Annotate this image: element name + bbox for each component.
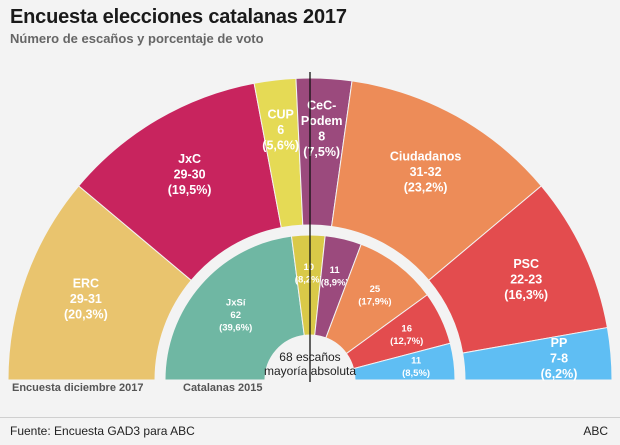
inner-label-pp-seats: 11	[411, 355, 422, 366]
brand-logo-text: ABC	[583, 424, 608, 438]
outer-label-cec-podem-seats: Podem	[301, 114, 343, 128]
outer-label-erc-pct: (20,3%)	[64, 307, 108, 321]
outer-label-pp-pct: (6,2%)	[541, 367, 578, 381]
outer-label-psc-seats: 22-23	[510, 273, 542, 287]
inner-label-jxs-seats: 62	[230, 310, 241, 321]
inner-label-jxs-pct: (39,6%)	[219, 322, 252, 333]
outer-label-psc-party: PSC	[513, 257, 539, 271]
inner-label-cup-seats: 10	[304, 262, 315, 273]
outer-label-cec-podem-party: CeC-	[307, 98, 336, 112]
outer-label-cup-seats: 6	[277, 123, 284, 137]
inner-label-cec-podem-seats: 11	[330, 265, 341, 276]
inner-label-jxs-party: JxSí	[226, 297, 246, 308]
majority-text-label: mayoría absoluta	[264, 364, 356, 378]
outer-label-cec-podem-pct: 8	[318, 129, 325, 143]
inner-label-cec-podem-pct: (8,9%)	[321, 278, 349, 289]
inner-ring-caption: Catalanas 2015	[183, 382, 263, 394]
outer-label-erc-party: ERC	[73, 276, 99, 290]
chart-subtitle: Número de escaños y porcentaje de voto	[10, 31, 264, 46]
outer-label-pp-seats: 7-8	[550, 352, 568, 366]
outer-label-ciudadanos-party: Ciudadanos	[390, 149, 462, 163]
source-text: Fuente: Encuesta GAD3 para ABC	[10, 424, 195, 438]
inner-label-pp-pct: (8,5%)	[402, 368, 430, 379]
inner-label-ciudadanos-pct: (17,9%)	[358, 297, 391, 308]
inner-label-psc-pct: (12,7%)	[390, 336, 423, 347]
outer-label-cec-podem-undefined: (7,5%)	[303, 145, 340, 159]
outer-label-cup-pct: (5,6%)	[262, 139, 299, 153]
outer-label-jxc-party: JxC	[178, 152, 201, 166]
outer-ring-caption: Encuesta diciembre 2017	[12, 382, 143, 394]
outer-label-psc-pct: (16,3%)	[504, 288, 548, 302]
majority-seats-label: 68 escaños	[279, 350, 340, 364]
footer-divider	[0, 417, 620, 418]
inner-ring-2015: JxSí 62(39,6%) 10 (8,2%) 11 (8,9%) 25 (17,9%) 16…	[164, 234, 456, 381]
outer-label-jxc-seats: 29-30	[174, 168, 206, 182]
inner-slice-pp	[352, 342, 456, 381]
outer-label-jxc-pct: (19,5%)	[168, 183, 212, 197]
inner-label-ciudadanos-seats: 25	[370, 284, 381, 295]
chart-title: Encuesta elecciones catalanas 2017	[10, 6, 347, 28]
outer-label-cup-party: CUP	[267, 108, 293, 122]
inner-label-cup-pct: (8,2%)	[295, 275, 323, 286]
outer-label-ciudadanos-pct: (23,2%)	[404, 180, 448, 194]
inner-slice-jxs	[164, 235, 305, 381]
outer-label-ciudadanos-seats: 31-32	[410, 165, 442, 179]
outer-label-pp-party: PP	[551, 336, 568, 350]
outer-slice-pp	[462, 326, 613, 381]
outer-label-erc-seats: 29-31	[70, 292, 102, 306]
inner-label-psc-seats: 16	[401, 323, 412, 334]
outer-slice-ciudadanos	[331, 80, 543, 282]
